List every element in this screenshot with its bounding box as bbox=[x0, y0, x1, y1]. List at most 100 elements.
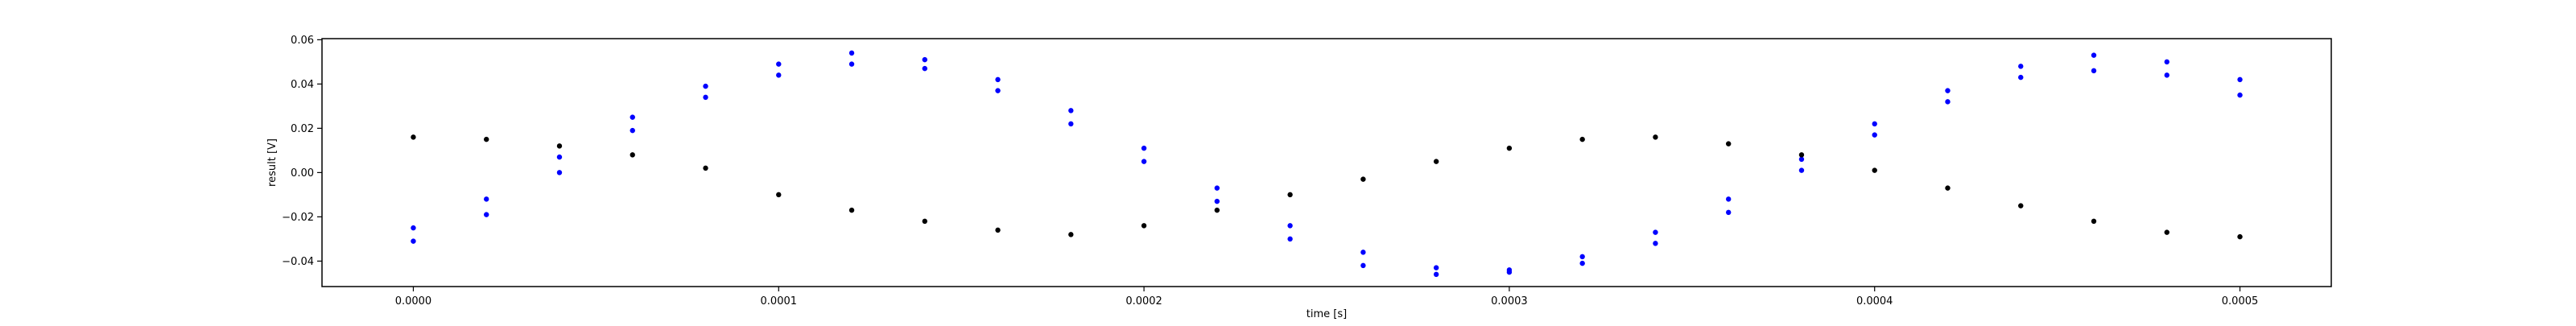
data-point bbox=[1945, 99, 1951, 105]
data-point bbox=[2091, 52, 2097, 58]
y-tick-label: 0.00 bbox=[291, 167, 314, 180]
data-point bbox=[484, 212, 489, 217]
data-point bbox=[1068, 108, 1074, 113]
data-point bbox=[1506, 269, 1513, 275]
data-point bbox=[1798, 167, 1805, 173]
y-axis-ticks: −0.04 −0.02 0.00 0.02 0.04 0.06 bbox=[282, 35, 322, 268]
data-point bbox=[2237, 92, 2243, 98]
data-point bbox=[556, 170, 563, 175]
data-point bbox=[922, 56, 928, 63]
plot-background bbox=[322, 39, 2331, 287]
x-tick-label: 0.0000 bbox=[395, 295, 432, 307]
data-point bbox=[922, 218, 928, 225]
data-point bbox=[1360, 262, 1366, 269]
data-point bbox=[703, 83, 708, 89]
data-point bbox=[995, 88, 1001, 93]
series-3 bbox=[411, 134, 2243, 240]
data-point bbox=[848, 207, 855, 213]
data-point bbox=[1579, 254, 1585, 260]
x-axis-ticks: 0.0000 0.0001 0.0002 0.0003 0.0004 0.0005 bbox=[395, 287, 2259, 307]
data-point bbox=[1141, 145, 1147, 151]
data-point bbox=[776, 61, 782, 67]
data-point bbox=[703, 165, 708, 171]
x-tick-label: 0.0004 bbox=[1856, 295, 1893, 307]
data-point bbox=[1214, 185, 1220, 191]
data-point bbox=[995, 227, 1001, 233]
data-point bbox=[1798, 152, 1805, 158]
data-point bbox=[411, 134, 416, 140]
data-point bbox=[1433, 271, 1439, 278]
data-point bbox=[1287, 236, 1293, 242]
data-point bbox=[848, 61, 855, 67]
data-points-layer bbox=[411, 50, 2243, 278]
data-point bbox=[1726, 141, 1732, 146]
data-point bbox=[1214, 207, 1220, 213]
data-point bbox=[484, 136, 489, 142]
x-tick-label: 0.0005 bbox=[2222, 295, 2259, 307]
data-point bbox=[2018, 74, 2024, 80]
y-tick-label: 0.06 bbox=[291, 35, 314, 47]
data-point bbox=[2091, 68, 2097, 74]
series-1 bbox=[411, 50, 2243, 273]
y-tick-label: −0.04 bbox=[282, 256, 314, 268]
data-point bbox=[1141, 159, 1147, 164]
data-point bbox=[1872, 167, 1877, 173]
x-axis-label: time [s] bbox=[1307, 308, 1347, 320]
y-axis-label: result [V] bbox=[266, 138, 279, 187]
data-point bbox=[922, 65, 928, 72]
x-tick-label: 0.0003 bbox=[1491, 295, 1528, 307]
data-point bbox=[1945, 185, 1951, 191]
data-point bbox=[1360, 176, 1366, 182]
data-point bbox=[1653, 134, 1658, 140]
data-point bbox=[1141, 223, 1147, 229]
data-point bbox=[2018, 64, 2024, 69]
data-point bbox=[1287, 223, 1293, 229]
series-2 bbox=[411, 61, 2243, 278]
data-point bbox=[1214, 198, 1220, 204]
x-tick-label: 0.0001 bbox=[761, 295, 798, 307]
data-point bbox=[1872, 132, 1877, 138]
data-point bbox=[2164, 229, 2169, 235]
data-point bbox=[1653, 229, 1658, 235]
data-point bbox=[2164, 72, 2169, 78]
data-point bbox=[1726, 209, 1732, 216]
data-point bbox=[630, 114, 635, 120]
data-point bbox=[411, 238, 416, 244]
data-point bbox=[2237, 76, 2243, 83]
data-point bbox=[1726, 196, 1732, 202]
data-point bbox=[630, 152, 635, 158]
data-point bbox=[484, 196, 489, 202]
y-tick-label: 0.02 bbox=[291, 123, 314, 135]
x-tick-label: 0.0002 bbox=[1125, 295, 1162, 307]
y-tick-label: 0.04 bbox=[291, 79, 314, 91]
data-point bbox=[411, 225, 416, 231]
plot-frame bbox=[321, 38, 2332, 287]
data-point bbox=[1653, 241, 1658, 246]
data-point bbox=[556, 143, 563, 149]
data-point bbox=[2018, 203, 2024, 208]
data-point bbox=[1872, 121, 1877, 127]
data-point bbox=[2164, 59, 2169, 65]
data-point bbox=[776, 72, 782, 78]
data-point bbox=[1579, 260, 1585, 266]
data-point bbox=[1506, 145, 1513, 151]
data-point bbox=[1433, 159, 1439, 164]
data-point bbox=[1945, 88, 1951, 93]
data-point bbox=[556, 154, 563, 160]
data-point bbox=[776, 192, 782, 198]
data-point bbox=[703, 94, 708, 101]
data-point bbox=[1798, 156, 1805, 163]
data-point bbox=[1068, 232, 1074, 237]
data-point bbox=[1433, 265, 1439, 270]
data-point bbox=[848, 50, 855, 56]
data-point bbox=[1068, 121, 1074, 127]
data-point bbox=[1579, 136, 1585, 142]
data-point bbox=[630, 127, 635, 134]
data-point bbox=[2091, 218, 2097, 225]
data-point bbox=[2237, 233, 2243, 240]
data-point bbox=[995, 76, 1001, 83]
data-point bbox=[1360, 250, 1366, 255]
data-point bbox=[1287, 192, 1293, 198]
